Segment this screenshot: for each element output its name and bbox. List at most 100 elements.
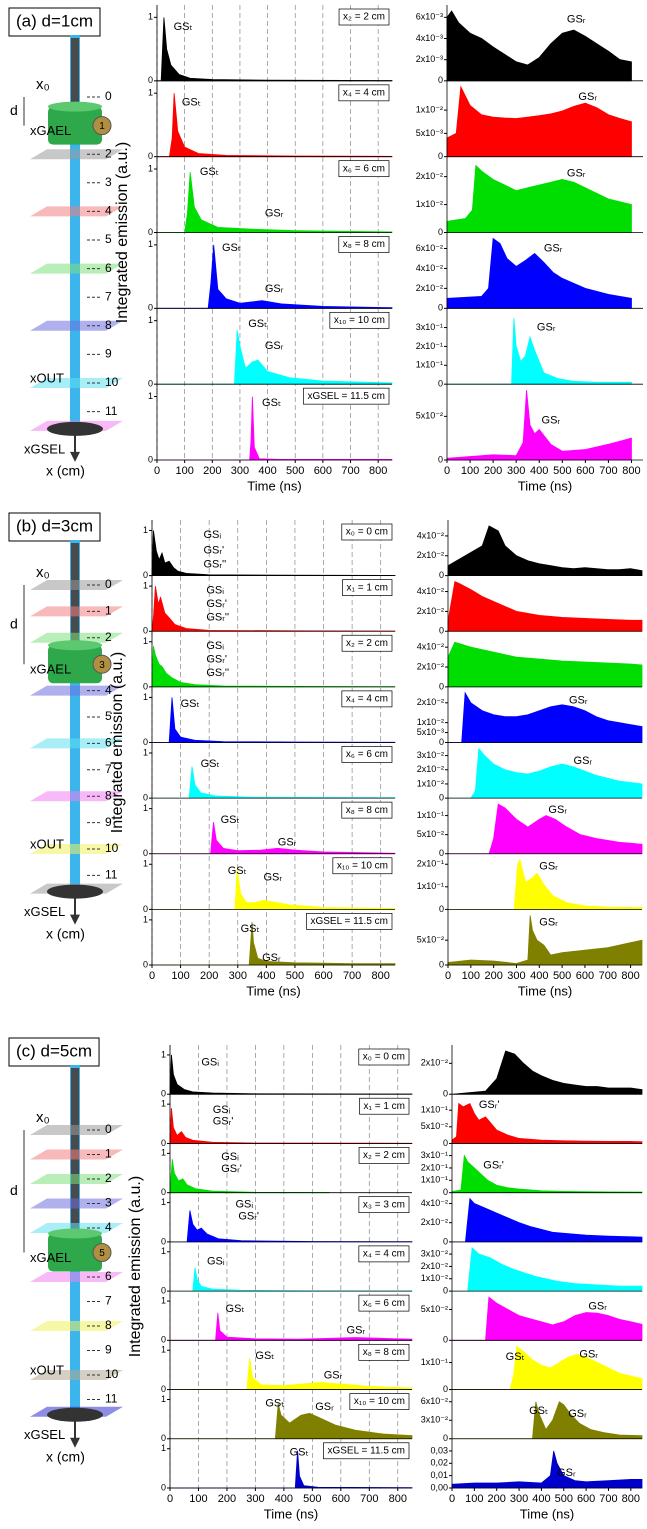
legend-box [358, 1196, 410, 1214]
y-tick-label: 0 [161, 1335, 166, 1345]
axis-label: x (cm) [46, 1448, 85, 1464]
detector-plane [30, 1198, 123, 1209]
trace-area [452, 1296, 643, 1341]
trace-area [451, 1102, 643, 1144]
gael-nut [92, 116, 112, 136]
y-tick-label: 0 [443, 1187, 448, 1197]
x-tick-label: 700 [341, 465, 359, 477]
gael-number: 1 [99, 121, 105, 132]
annotation: GSᵣ [539, 860, 558, 872]
y-tick-label: 0 [443, 1138, 448, 1148]
gael-number: 3 [99, 660, 105, 671]
x-tick-label: 400 [258, 465, 276, 477]
trace-area [152, 766, 396, 799]
annotation: GSₜ [182, 97, 201, 109]
trace-area [446, 164, 632, 233]
legend-box [338, 236, 390, 253]
detector-plane [30, 580, 123, 590]
annotation: GSᵣ [537, 321, 556, 333]
y-tick-label: 0 [143, 681, 148, 691]
scale-label: 4 [105, 204, 112, 218]
annotation: GSᵣ'' [203, 558, 226, 570]
scale-label: 7 [105, 1294, 112, 1308]
y-tick-label: 2x10⁻² [417, 606, 444, 616]
trace-area [451, 1050, 643, 1095]
legend-label: x₈ = 8 cm [346, 805, 388, 816]
y-tick-label: 1x10⁻¹ [421, 1105, 448, 1115]
annotation: GSₜ [228, 865, 247, 877]
legend-box [341, 690, 393, 708]
x0-label: x₀ [36, 1109, 50, 1126]
legend-label: x₈ = 8 cm [343, 239, 385, 250]
x-tick-label: 500 [286, 465, 304, 477]
legend-box [358, 1048, 410, 1066]
scale-label: 7 [105, 762, 112, 776]
x-tick-label: 500 [553, 465, 571, 477]
annotation: GSᵣ [588, 1300, 607, 1312]
trace-area [152, 922, 396, 966]
x-tick-label: 100 [462, 970, 480, 982]
legend-label: x₈ = 8 cm [363, 1347, 405, 1358]
axis-label: x (cm) [46, 925, 85, 941]
detector-plane [30, 1272, 123, 1282]
annotation: GSᵣ'' [206, 612, 229, 624]
y-tick-label: 1x10⁻¹ [421, 1357, 448, 1367]
annotation: GSₜ [265, 1397, 284, 1409]
y-tick-label: 1 [161, 1443, 166, 1453]
legend-box [342, 579, 393, 596]
scale-label: 8 [105, 318, 112, 332]
annotation: GSᵣ' [483, 1159, 504, 1171]
gael-label: xGAEL [30, 1250, 71, 1265]
legend-label: x₁₀ = 10 cm [354, 1396, 405, 1407]
scale-label: 2 [105, 630, 112, 644]
x-tick-label: 400 [530, 465, 548, 477]
y-tick-label: 2x10⁻² [416, 283, 443, 293]
trace-area [452, 1197, 643, 1243]
annotation: GSᵢ [206, 640, 224, 652]
trace-area [446, 237, 632, 309]
legend-label: x₁₀ = 10 cm [334, 315, 385, 326]
y-tick-label: 1 [161, 1295, 166, 1305]
legend-box [358, 1147, 410, 1164]
trace-area [446, 85, 632, 158]
y-tick-label: 0 [143, 848, 148, 858]
scale-label: 8 [105, 1318, 112, 1332]
x-tick-label: 200 [484, 970, 502, 982]
annotation: GSᵢ [235, 1198, 253, 1210]
y-axis-title: Integrated emission (a.u.) [114, 142, 131, 323]
trace-area [169, 1159, 330, 1194]
y-tick-label: 0 [143, 570, 148, 580]
x-tick-label: 200 [203, 465, 221, 477]
gsel-disk [47, 421, 103, 436]
legend-box [303, 387, 390, 405]
y-tick-label: 0 [443, 1433, 448, 1443]
scale-label: 0 [105, 1122, 112, 1136]
y-tick-label: 1x10⁻¹ [416, 360, 443, 370]
detector-plane [30, 844, 123, 854]
y-tick-label: 0 [148, 454, 153, 464]
y-tick-label: 0,02 [430, 1458, 448, 1468]
rod [70, 35, 80, 426]
y-tick-label: 1x10⁻² [417, 778, 444, 788]
legend-label: x₂ = 2 cm [346, 638, 388, 649]
y-tick-label: 0 [148, 303, 153, 313]
x-tick-label: 500 [286, 970, 304, 982]
y-tick-label: 1 [143, 581, 148, 591]
title-box [8, 512, 101, 542]
trace-area [447, 581, 643, 632]
annotation: GSᵢ [207, 1256, 225, 1268]
y-tick-label: 1 [143, 692, 148, 702]
scale-label: 5 [105, 709, 112, 723]
scale-label: 4 [105, 1220, 112, 1234]
y-tick-label: 2x10⁻² [416, 171, 443, 181]
y-tick-label: 5x10⁻³ [416, 128, 443, 138]
trace-area [152, 868, 396, 910]
annotation: GSₜ [262, 397, 281, 409]
annotation: GSᵣ [567, 168, 586, 180]
y-tick-label: 5x10⁻² [417, 935, 444, 945]
gsel-disk [47, 1407, 103, 1422]
detector-plane [30, 320, 123, 331]
trace-area [447, 525, 643, 577]
y-tick-label: 1 [143, 525, 148, 535]
y-tick-label: 0 [443, 1335, 448, 1345]
